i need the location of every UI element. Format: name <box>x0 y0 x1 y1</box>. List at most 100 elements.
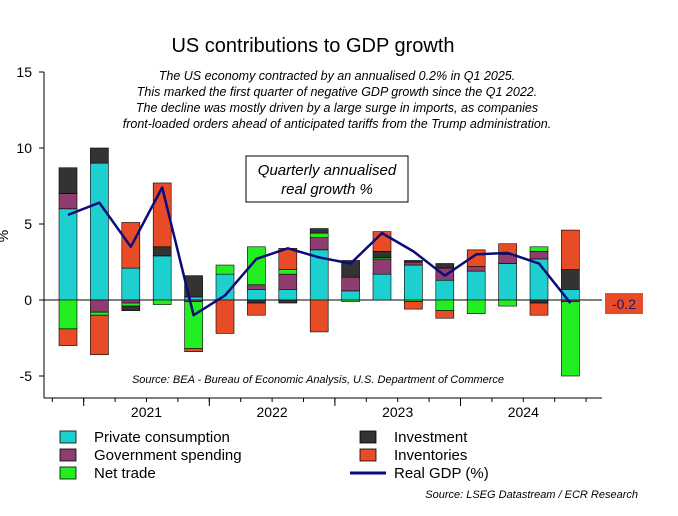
bar-segment-private-consumption <box>58 208 78 301</box>
legend-label: Inventories <box>394 447 467 464</box>
legend-swatch <box>59 466 77 480</box>
bar-segment-net-trade <box>435 299 455 311</box>
bar-segment-inventories <box>152 182 172 248</box>
bar-segment-inventories <box>498 243 517 255</box>
legend-swatch <box>359 430 377 444</box>
bar-segment-net-trade <box>90 311 109 316</box>
bar-segment-private-consumption <box>278 289 298 301</box>
bar-segment-private-consumption <box>498 263 517 301</box>
bar-segment-government-spending <box>90 299 109 313</box>
bar-segment-investment <box>372 251 392 258</box>
bar-segment-investment <box>121 305 141 311</box>
legend-swatch <box>59 430 77 444</box>
bar-segment-investment <box>341 260 360 278</box>
legend-label: Private consumption <box>94 429 230 446</box>
bar-segment-investment <box>561 269 580 290</box>
bar-segment-government-spending <box>529 251 549 260</box>
bar-segment-net-trade <box>529 246 549 252</box>
bar-segment-private-consumption <box>341 290 360 301</box>
bar-segment-net-trade <box>309 232 329 238</box>
bar-segment-private-consumption <box>90 162 109 301</box>
growth-box-annotation: Quarterly annualised real growth % <box>245 155 409 203</box>
growth-box-line-2: real growth % <box>281 181 373 198</box>
bar-segment-investment <box>404 260 423 263</box>
bar-segment-net-trade <box>466 299 486 314</box>
bar-segment-private-consumption <box>184 296 203 301</box>
bar-segment-inventories <box>247 302 266 316</box>
bar-segment-government-spending <box>372 258 392 275</box>
legend-label: Investment <box>394 429 468 446</box>
growth-box-frame <box>245 155 409 203</box>
legend-swatch <box>59 448 77 462</box>
y-tick-label: 15 <box>16 64 32 80</box>
legend-label: Government spending <box>94 447 242 464</box>
legend-item-investment: Investment <box>359 429 468 446</box>
bar-segment-private-consumption <box>152 255 172 301</box>
chart-source: Source: LSEG Datastream / ECR Research <box>425 489 638 501</box>
bar-segment-investment <box>247 299 266 304</box>
bar-segment-government-spending <box>341 276 360 292</box>
x-year-label: 2021 <box>131 404 162 420</box>
legend-item-inventories: Inventories <box>359 447 467 464</box>
bar-segment-inventories <box>215 299 235 334</box>
x-year-label: 2023 <box>382 404 413 420</box>
bar-segment-investment <box>90 147 109 164</box>
bar-segment-government-spending <box>309 237 329 251</box>
legend: Private consumption Investment Government … <box>59 429 489 482</box>
bar-segment-net-trade <box>341 299 360 302</box>
annotation-line-1: The US economy contracted by an annualis… <box>159 69 515 83</box>
bar-segment-government-spending <box>121 299 141 304</box>
bar-segment-net-trade <box>184 301 203 349</box>
legend-label: Real GDP (%) <box>394 465 489 482</box>
y-tick-label: 0 <box>24 292 32 308</box>
bar-segment-investment <box>529 299 549 304</box>
bar-segment-inventories <box>184 348 203 352</box>
bar-segment-private-consumption <box>372 273 392 301</box>
bar-segment-inventories <box>90 314 109 356</box>
bar-segment-investment <box>309 228 329 234</box>
bar-segment-investment <box>278 299 298 304</box>
plot-area: -5 0 5 10 15 2021 2022 2023 2024 -0.2 <box>16 64 643 420</box>
bar-segment-government-spending <box>466 266 486 272</box>
y-tick-label: 5 <box>24 216 32 232</box>
legend-item-private-consumption: Private consumption <box>59 429 230 446</box>
bar-segment-inventories <box>404 301 423 310</box>
legend-swatch <box>359 448 377 462</box>
bar-segment-inventories <box>561 229 580 270</box>
bar-segment-private-consumption <box>247 289 266 301</box>
x-year-label: 2024 <box>508 404 539 420</box>
bar-segment-government-spending <box>247 284 266 290</box>
bar-segment-inventories <box>58 328 78 346</box>
annotation-notes: The US economy contracted by an annualis… <box>123 69 551 131</box>
bar-segment-net-trade <box>278 269 298 275</box>
bar-segment-net-trade <box>152 299 172 305</box>
growth-box-line-1: Quarterly annualised <box>258 162 397 179</box>
bar-segment-net-trade <box>561 301 580 377</box>
legend-item-real-gdp: Real GDP (%) <box>350 465 489 482</box>
last-value-label: -0.2 <box>612 296 636 312</box>
annotation-line-3: The decline was mostly driven by a large… <box>136 101 538 115</box>
inner-source: Source: BEA - Bureau of Economic Analysi… <box>132 374 504 386</box>
bar-segment-inventories <box>529 302 549 316</box>
bar-segment-government-spending <box>278 273 298 290</box>
last-value-badge <box>605 293 643 315</box>
bar-segment-government-spending <box>58 193 78 210</box>
bar-segment-private-consumption <box>466 270 486 301</box>
bar-segment-investment <box>184 275 203 298</box>
bar-segment-inventories <box>309 299 329 333</box>
y-tick-label: -5 <box>20 368 33 384</box>
bar-segment-net-trade <box>58 299 78 330</box>
legend-item-net-trade: Net trade <box>59 465 156 482</box>
bar-segment-investment <box>152 246 172 257</box>
bar-segment-net-trade <box>215 264 235 275</box>
bar-segment-net-trade <box>121 302 141 307</box>
annotation-line-2: This marked the first quarter of negativ… <box>137 85 537 99</box>
y-axis-label: % <box>0 230 11 242</box>
bar-segment-investment <box>58 167 78 194</box>
bar-segment-government-spending <box>404 261 423 266</box>
chart-title: US contributions to GDP growth <box>171 35 454 57</box>
bar-segment-private-consumption <box>121 267 141 301</box>
y-tick-label: 10 <box>16 140 32 156</box>
legend-item-government-spending: Government spending <box>59 447 242 464</box>
